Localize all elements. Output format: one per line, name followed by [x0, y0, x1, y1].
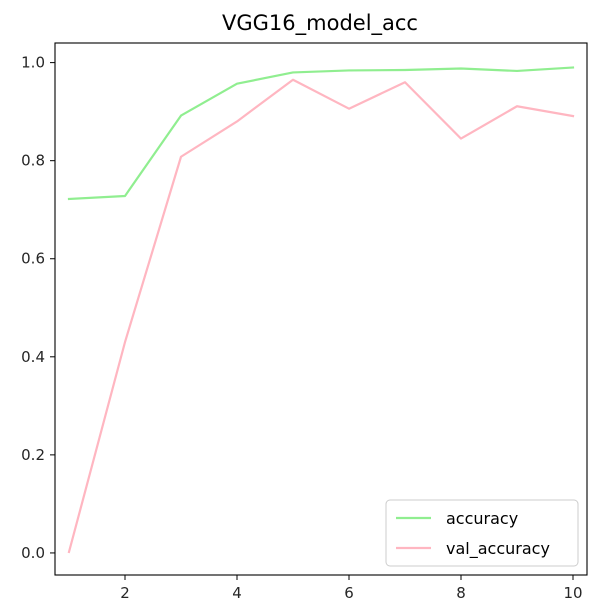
x-tick-label: 4: [232, 584, 242, 602]
chart-title: VGG16_model_acc: [222, 11, 418, 36]
x-tick-label: 6: [344, 584, 354, 602]
x-tick-label: 2: [120, 584, 130, 602]
y-tick-label: 0.2: [21, 446, 45, 464]
plot-frame: [54, 42, 588, 576]
legend-box: [385, 499, 579, 567]
y-tick-label: 0.4: [21, 348, 45, 366]
y-tick-label: 0.6: [21, 250, 45, 268]
x-tick-label: 10: [563, 584, 582, 602]
y-tick-label: 1.0: [21, 54, 45, 72]
y-tick-label: 0.0: [21, 544, 45, 562]
legend-label-val-accuracy: val_accuracy: [446, 539, 550, 559]
legend-label-accuracy: accuracy: [446, 509, 518, 528]
legend: accuracy val_accuracy: [385, 499, 579, 567]
x-tick-label: 8: [456, 584, 466, 602]
plot-layer: [67, 66, 575, 554]
series-line-val-accuracy: [67, 78, 575, 554]
y-tick-label: 0.8: [21, 152, 45, 170]
axes-layer: 2 4 6 8 10 0.0 0.2 0.4 0.6 0.8 1.0: [21, 42, 588, 602]
series-line-accuracy: [67, 66, 575, 201]
